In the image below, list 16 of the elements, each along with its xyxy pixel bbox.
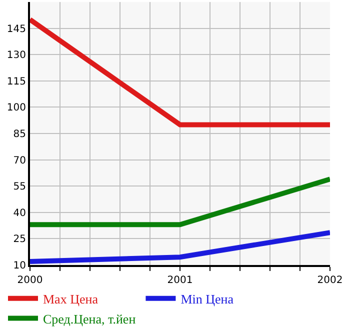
y-tick-label: 40: [13, 208, 26, 219]
y-tick-label: 100: [6, 102, 26, 114]
y-tick-label: 85: [13, 129, 26, 140]
y-tick-label: 25: [13, 234, 26, 246]
y-tick-label: 115: [6, 76, 26, 88]
legend-label: Min Цена: [180, 291, 234, 306]
legend-label: Сред.Цена, т.йен: [43, 311, 136, 326]
legend-label: Max Цена: [43, 291, 98, 306]
y-tick-label: 145: [6, 24, 26, 35]
y-tick-label: 55: [13, 182, 26, 193]
x-tick-label: 2002: [317, 275, 343, 286]
x-tick-label: 2000: [17, 275, 43, 286]
x-tick-label: 2001: [167, 275, 193, 286]
y-tick-label: 10: [13, 260, 26, 272]
y-tick-label: 70: [13, 155, 26, 166]
y-tick-label: 130: [6, 50, 26, 62]
